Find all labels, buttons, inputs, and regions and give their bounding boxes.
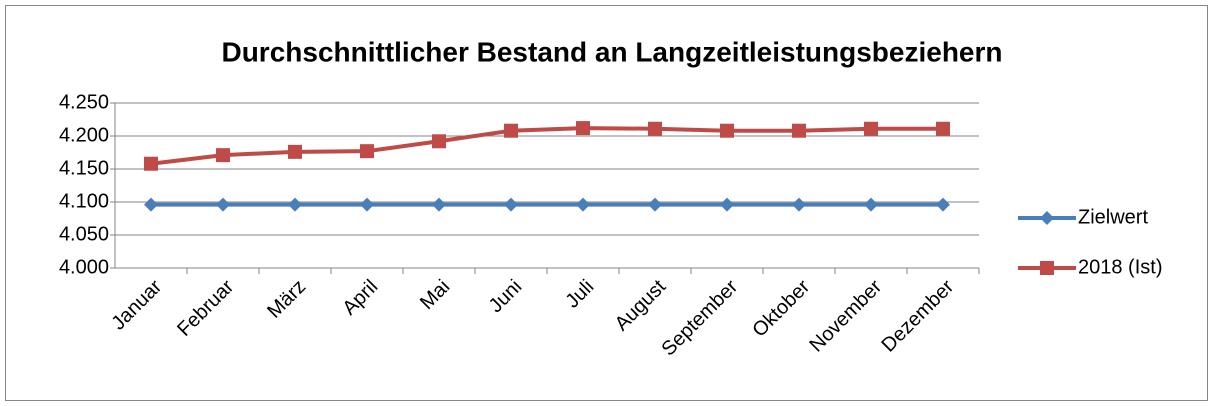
marker	[432, 197, 446, 212]
y-tick-label: 4.200	[59, 124, 109, 146]
marker	[432, 134, 446, 149]
y-tick-label: 4.050	[59, 223, 109, 245]
marker	[360, 197, 374, 212]
marker	[288, 197, 302, 212]
marker	[576, 197, 590, 212]
marker	[144, 156, 158, 171]
marker	[216, 148, 230, 163]
marker	[216, 197, 230, 212]
marker	[1040, 211, 1054, 225]
marker	[576, 121, 590, 136]
chart-title: Durchschnittlicher Bestand an Langzeitle…	[221, 36, 1002, 67]
line	[150, 126, 943, 166]
marker	[504, 123, 518, 138]
legend-label: Zielwert	[1078, 206, 1148, 228]
y-tick-label: 4.150	[59, 157, 109, 179]
marker	[864, 197, 878, 212]
marker	[936, 121, 950, 136]
marker	[288, 144, 302, 159]
marker	[648, 197, 662, 212]
marker	[720, 197, 734, 212]
y-tick-label: 4.250	[59, 91, 109, 113]
marker	[504, 197, 518, 212]
marker	[936, 197, 950, 212]
legend-label: 2018 (Ist)	[1078, 256, 1162, 278]
marker	[648, 121, 662, 136]
marker	[360, 144, 374, 159]
y-tick-label: 4.000	[59, 256, 109, 278]
y-tick-label: 4.100	[59, 190, 109, 212]
marker	[1040, 261, 1054, 275]
marker	[720, 123, 734, 138]
marker	[792, 197, 806, 212]
marker	[792, 123, 806, 138]
marker	[144, 197, 158, 212]
marker	[864, 121, 878, 136]
